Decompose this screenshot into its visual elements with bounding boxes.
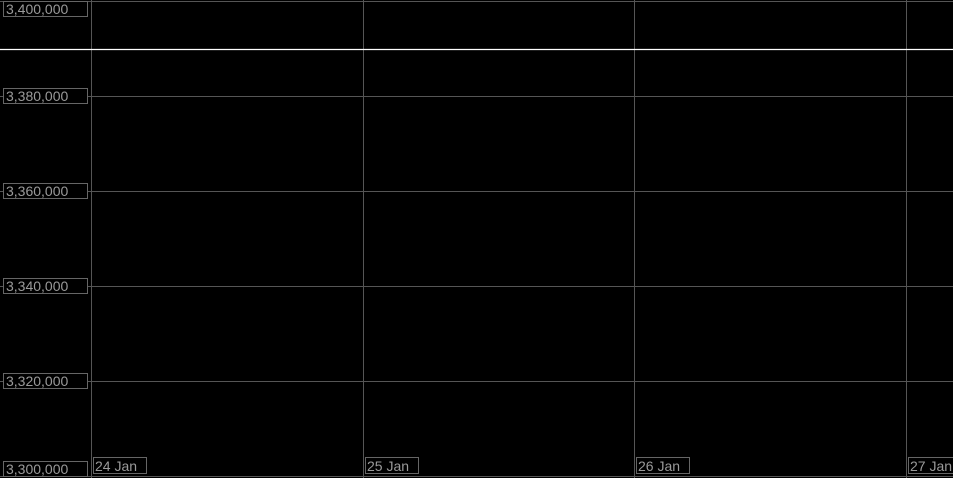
x-tick-label: 24 Jan: [93, 457, 147, 474]
x-tick-text: 27 Jan: [910, 458, 952, 474]
y-tick-label: 3,320,000: [3, 373, 88, 389]
y-tick-text: 3,340,000: [6, 278, 68, 294]
x-tick-text: 24 Jan: [95, 458, 137, 474]
x-tick-label: 25 Jan: [365, 457, 419, 474]
y-tick-label: 3,300,000: [3, 461, 88, 477]
y-tick-label: 3,380,000: [3, 88, 88, 104]
x-tick-text: 26 Jan: [638, 458, 680, 474]
y-tick-label: 3,340,000: [3, 278, 88, 294]
y-tick-label: 3,400,000: [3, 1, 88, 17]
y-tick-text: 3,320,000: [6, 373, 68, 389]
y-tick-text: 3,380,000: [6, 88, 68, 104]
y-tick-label: 3,360,000: [3, 183, 88, 199]
x-tick-text: 25 Jan: [367, 458, 409, 474]
y-tick-text: 3,300,000: [6, 461, 68, 477]
y-tick-text: 3,360,000: [6, 183, 68, 199]
y-tick-text: 3,400,000: [6, 1, 68, 17]
x-tick-label: 26 Jan: [636, 457, 690, 474]
x-tick-label: 27 Jan: [908, 457, 953, 474]
